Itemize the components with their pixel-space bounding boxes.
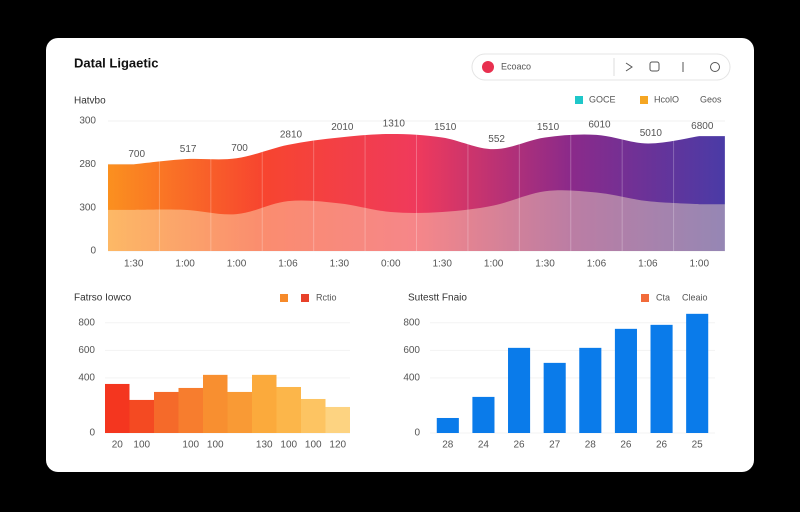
annotation: 517 <box>180 144 197 155</box>
bar <box>614 328 637 433</box>
annotation: 1310 <box>383 119 406 130</box>
annotation: 6010 <box>588 120 611 131</box>
annotation: 6800 <box>691 121 714 132</box>
x-tick-label: 1:30 <box>330 259 350 270</box>
x-tick-label: 25 <box>692 440 704 451</box>
x-tick-label: 26 <box>656 440 668 451</box>
legend-label: Rctio <box>316 292 337 302</box>
area <box>108 190 725 251</box>
box-icon[interactable] <box>649 61 660 72</box>
x-tick-label: 100 <box>133 440 150 451</box>
legend-label: HcolO <box>654 94 679 104</box>
annotation: 5010 <box>640 128 663 139</box>
bar <box>472 396 495 433</box>
x-tick-label: 100 <box>305 440 322 451</box>
app-title: Datal Ligaetic <box>74 55 159 70</box>
annotation: 700 <box>231 143 248 154</box>
x-tick-label: 26 <box>514 440 526 451</box>
legend-label: GOCE <box>589 94 616 104</box>
x-tick-label: 20 <box>112 440 124 451</box>
bar <box>579 347 602 433</box>
y-tick-label: 300 <box>79 202 96 213</box>
bar <box>178 387 203 433</box>
y-tick-label: 600 <box>403 345 420 356</box>
x-tick-label: 100 <box>280 440 297 451</box>
x-tick-label: 1:00 <box>175 259 195 270</box>
annotation: 700 <box>128 149 145 160</box>
bar <box>543 362 566 433</box>
x-tick-label: 1:30 <box>535 259 555 270</box>
x-tick-label: 27 <box>549 440 561 451</box>
x-tick-label: 0:00 <box>381 259 401 270</box>
bar <box>252 374 277 433</box>
legend-label: Geos <box>700 94 722 104</box>
bar <box>301 398 326 433</box>
x-tick-label: 1:06 <box>278 259 298 270</box>
bar <box>650 324 673 433</box>
annotation: 1510 <box>537 122 560 133</box>
x-tick-label: 130 <box>256 440 273 451</box>
toolbar <box>471 53 731 81</box>
legend-label: Cta <box>656 292 670 302</box>
x-tick-label: 100 <box>182 440 199 451</box>
legend-swatch <box>641 294 649 302</box>
x-tick-label: 100 <box>207 440 224 451</box>
x-tick-label: 1:00 <box>484 259 504 270</box>
chart-title: Fatrso Iowco <box>74 293 132 304</box>
power-icon[interactable] <box>710 62 720 72</box>
annotation: 1510 <box>434 122 457 133</box>
bar <box>203 374 228 433</box>
bar <box>508 347 531 433</box>
status-dot <box>482 61 494 73</box>
bar <box>325 406 350 433</box>
x-tick-label: 1:06 <box>587 259 607 270</box>
annotation: 552 <box>488 134 505 145</box>
bar <box>154 391 179 433</box>
x-tick-label: 26 <box>620 440 632 451</box>
search-field[interactable]: Ecoaco <box>501 61 531 71</box>
annotation: 2010 <box>331 122 354 133</box>
bar <box>276 386 301 433</box>
y-tick-label: 0 <box>414 428 420 439</box>
y-tick-label: 400 <box>403 373 420 384</box>
x-tick-label: 28 <box>442 440 454 451</box>
bar <box>227 391 252 433</box>
bar <box>105 383 130 433</box>
area <box>108 134 725 251</box>
y-tick-label: 600 <box>78 345 95 356</box>
x-tick-label: 28 <box>585 440 597 451</box>
y-tick-label: 300 <box>79 116 96 127</box>
x-tick-label: 1:00 <box>227 259 247 270</box>
y-tick-label: 0 <box>90 246 96 257</box>
legend-swatch <box>280 294 288 302</box>
x-tick-label: 1:00 <box>690 259 710 270</box>
y-tick-label: 800 <box>78 317 95 328</box>
x-tick-label: 1:30 <box>432 259 452 270</box>
bar <box>686 313 709 433</box>
x-tick-label: 120 <box>329 440 346 451</box>
y-tick-label: 0 <box>89 428 95 439</box>
annotation: 2810 <box>280 129 303 140</box>
bar <box>436 417 459 433</box>
nav-icon[interactable] <box>625 62 633 72</box>
legend-swatch <box>575 96 583 104</box>
legend-swatch <box>301 294 309 302</box>
y-tick-label: 280 <box>79 159 96 170</box>
x-tick-label: 1:06 <box>638 259 658 270</box>
y-tick-label: 800 <box>403 317 420 328</box>
legend-label: Cleaio <box>682 292 708 302</box>
x-tick-label: 1:30 <box>124 259 144 270</box>
y-tick-label: 400 <box>78 373 95 384</box>
x-tick-label: 24 <box>478 440 490 451</box>
chart-title: Sutestt Fnaio <box>408 293 467 304</box>
legend-swatch <box>640 96 648 104</box>
chart-title: Hatvbo <box>74 96 106 107</box>
bar <box>129 399 154 433</box>
